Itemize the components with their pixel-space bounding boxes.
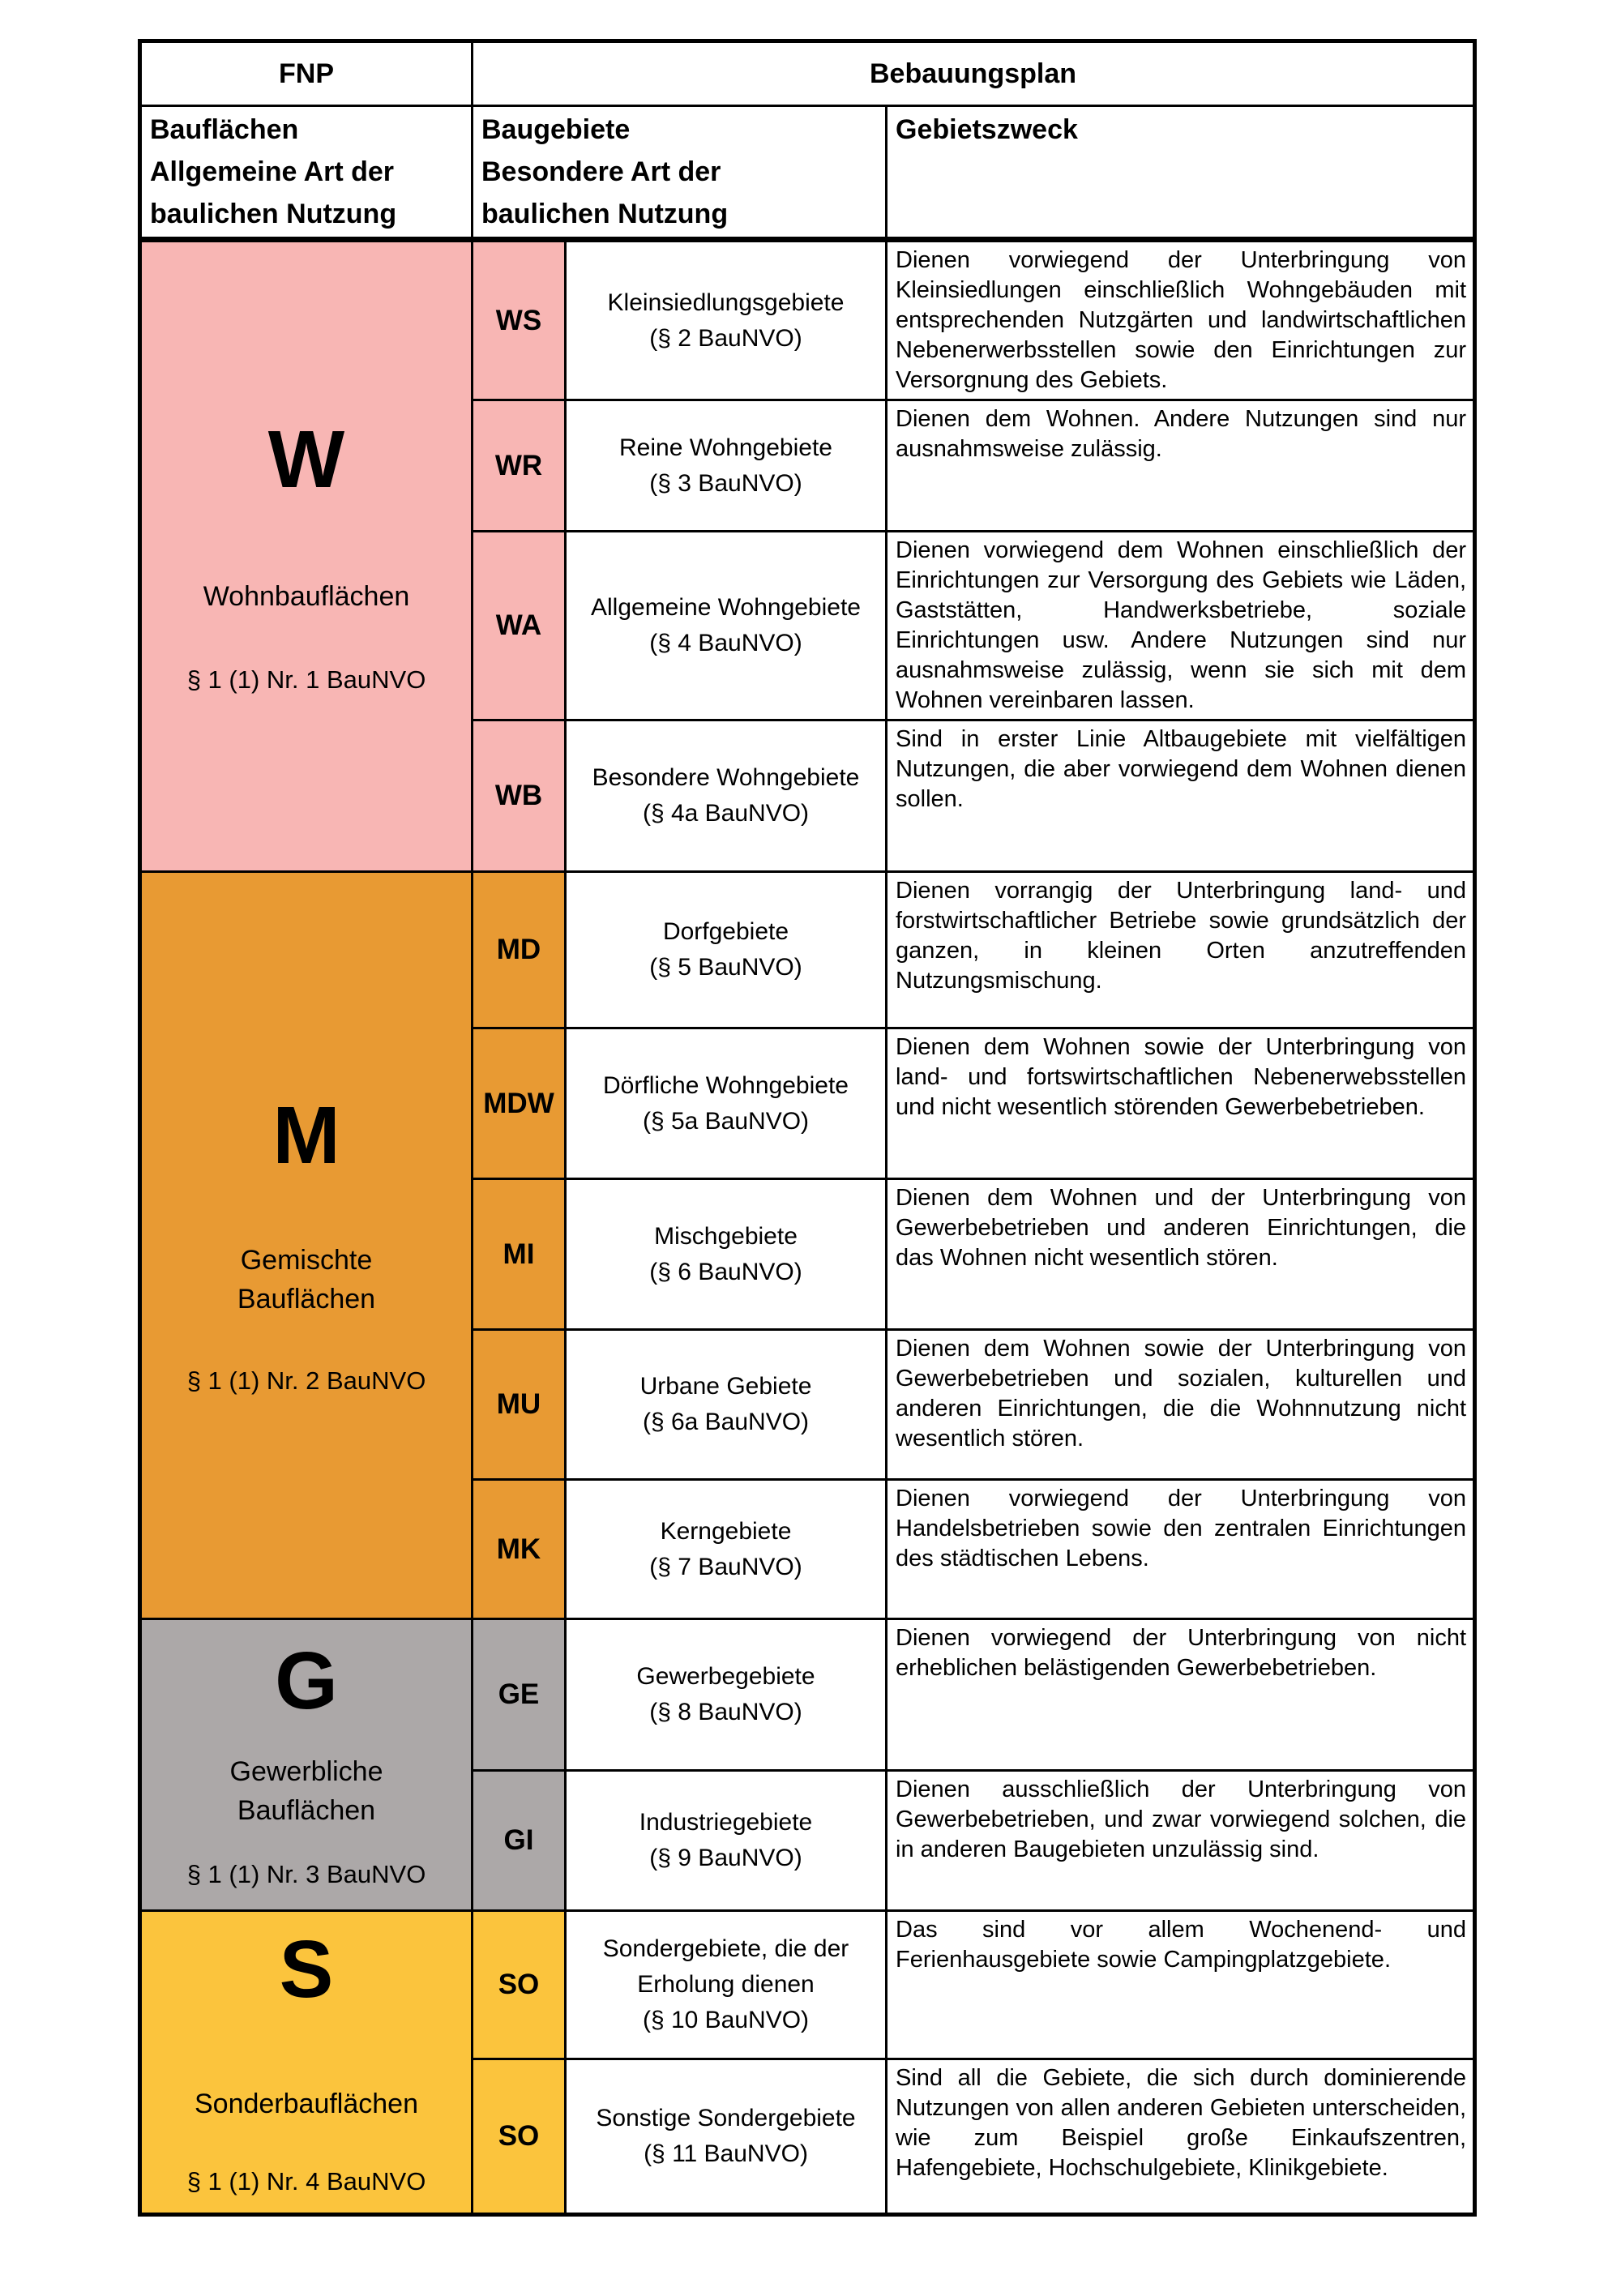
abbr-cell-so-erholung: SO <box>471 1909 567 2060</box>
name-cell-ge: Gewerbegebiete (§ 8 BauNVO) <box>564 1618 887 1772</box>
desc-cell-mi: Dienen dem Wohnen und der Unterbringung … <box>884 1178 1477 1331</box>
table-row-wa: WA Allgemeine Wohngebiete (§ 4 BauNVO) D… <box>140 530 1477 721</box>
group-cell-sonderbauflaechen: S Sonderbauflächen § 1 (1) Nr. 4 BauNVO <box>139 1909 473 2216</box>
table-row-md: M Gemischte Bauflächen § 1 (1) Nr. 2 Bau… <box>139 870 1477 1620</box>
name-cell-mu: Urbane Gebiete (§ 6a BauNVO) <box>564 1328 887 1481</box>
table-row-mu: MU Urbane Gebiete (§ 6a BauNVO) Dienen d… <box>140 1328 1477 1481</box>
abbr-cell-gi: GI <box>471 1769 567 1912</box>
table-row-so-sonstige: SO Sonstige Sondergebiete (§ 11 BauNVO) … <box>140 2058 1477 2216</box>
group-cell-wohnbauflaechen: W Wohnbauflächen § 1 (1) Nr. 1 BauNVO <box>139 238 473 873</box>
header-bauflaechen: Bauflächen Allgemeine Art der baulichen … <box>139 105 473 242</box>
group-name-g: Gewerbliche Bauflächen <box>229 1756 383 1827</box>
name-cell-so-sonstige: Sonstige Sondergebiete (§ 11 BauNVO) <box>564 2058 887 2216</box>
group-name-s: Sonderbauflächen <box>194 2088 418 2119</box>
group-m-content: M Gemischte Bauflächen § 1 (1) Nr. 2 Bau… <box>143 1090 470 1396</box>
name-cell-so-erholung: Sondergebiete, die der Erholung dienen (… <box>564 1909 887 2060</box>
zoning-categories-table: FNP Bebauungsplan Bauflächen Allgemeine … <box>138 39 1478 2217</box>
group-name-w: Wohnbauflächen <box>203 580 410 612</box>
desc-cell-wr: Dienen dem Wohnen. Andere Nutzungen sind… <box>884 399 1477 532</box>
desc-cell-wb: Sind in erster Linie Altbaugebiete mit v… <box>884 719 1477 873</box>
abbr-cell-wa: WA <box>471 530 567 721</box>
desc-cell-gi: Dienen ausschließlich der Unterbringung … <box>884 1769 1477 1912</box>
abbr-cell-md: MD <box>471 870 567 1029</box>
group-letter-w: W <box>267 413 345 505</box>
name-cell-ws: Kleinsiedlungsgebiete (§ 2 BauNVO) <box>564 238 887 401</box>
desc-cell-so-sonstige: Sind all die Gebiete, die sich durch dom… <box>884 2058 1477 2216</box>
group-s-content: S Sonderbauflächen § 1 (1) Nr. 4 BauNVO <box>143 1923 470 2196</box>
table-row-ge: G Gewerbliche Bauflächen § 1 (1) Nr. 3 B… <box>139 1618 1477 1912</box>
abbr-cell-mu: MU <box>471 1328 567 1481</box>
name-cell-wb: Besondere Wohngebiete (§ 4a BauNVO) <box>564 719 887 873</box>
group-ref-w: § 1 (1) Nr. 1 BauNVO <box>186 665 426 694</box>
desc-cell-so-erholung: Das sind vor allem Wochenend- und Ferien… <box>884 1909 1477 2060</box>
desc-cell-wa: Dienen vorwiegend dem Wohnen einschließl… <box>884 530 1477 721</box>
abbr-cell-mi: MI <box>471 1178 567 1331</box>
group-cell-gemischte-bauflaechen: M Gemischte Bauflächen § 1 (1) Nr. 2 Bau… <box>139 870 473 1620</box>
group-ref-g: § 1 (1) Nr. 3 BauNVO <box>186 1860 426 1889</box>
desc-cell-mk: Dienen vorwiegend der Unterbringung von … <box>884 1478 1477 1620</box>
header-baugebiete: Baugebiete Besondere Art der baulichen N… <box>471 105 887 242</box>
header-gebietszweck: Gebietszweck <box>884 105 1477 242</box>
header-row-plan-level: FNP Bebauungsplan <box>139 40 1477 107</box>
table-row-mk: MK Kerngebiete (§ 7 BauNVO) Dienen vorwi… <box>140 1478 1477 1620</box>
name-cell-wa: Allgemeine Wohngebiete (§ 4 BauNVO) <box>564 530 887 721</box>
table-row-wr: WR Reine Wohngebiete (§ 3 BauNVO) Dienen… <box>140 399 1477 532</box>
name-cell-gi: Industriegebiete (§ 9 BauNVO) <box>564 1769 887 1912</box>
abbr-cell-so-sonstige: SO <box>471 2058 567 2216</box>
group-name-m: Gemischte Bauflächen <box>237 1245 376 1315</box>
desc-cell-ws: Dienen vorwiegend der Unterbringung von … <box>884 238 1477 401</box>
group-w-content: W Wohnbauflächen § 1 (1) Nr. 1 BauNVO <box>143 413 470 694</box>
name-cell-mk: Kerngebiete (§ 7 BauNVO) <box>564 1478 887 1620</box>
abbr-cell-ws: WS <box>471 238 567 401</box>
table-row-ws: W Wohnbauflächen § 1 (1) Nr. 1 BauNVO WS… <box>139 238 1477 873</box>
abbr-cell-wb: WB <box>471 719 567 873</box>
table-row-wb: WB Besondere Wohngebiete (§ 4a BauNVO) S… <box>140 719 1477 873</box>
header-bebauungsplan: Bebauungsplan <box>470 40 1477 107</box>
name-cell-mi: Mischgebiete (§ 6 BauNVO) <box>564 1178 887 1331</box>
abbr-cell-ge: GE <box>471 1618 567 1772</box>
header-fnp: FNP <box>139 40 473 107</box>
desc-cell-mu: Dienen dem Wohnen sowie der Unterbringun… <box>884 1328 1477 1481</box>
name-cell-md: Dorfgebiete (§ 5 BauNVO) <box>564 870 887 1029</box>
abbr-cell-wr: WR <box>471 399 567 532</box>
desc-cell-md: Dienen vorrangig der Unterbringung land-… <box>884 870 1477 1029</box>
name-cell-wr: Reine Wohngebiete (§ 3 BauNVO) <box>564 399 887 532</box>
desc-cell-mdw: Dienen dem Wohnen sowie der Unterbringun… <box>884 1027 1477 1180</box>
table-row-mdw: MDW Dörfliche Wohngebiete (§ 5a BauNVO) … <box>140 1027 1477 1180</box>
group-letter-g: G <box>275 1635 338 1727</box>
table-row-mi: MI Mischgebiete (§ 6 BauNVO) Dienen dem … <box>140 1178 1477 1331</box>
table-row-so-erholung: S Sonderbauflächen § 1 (1) Nr. 4 BauNVO … <box>139 1909 1477 2216</box>
abbr-cell-mdw: MDW <box>471 1027 567 1180</box>
group-g-content: G Gewerbliche Bauflächen § 1 (1) Nr. 3 B… <box>143 1635 470 1889</box>
header-row-column-titles: Bauflächen Allgemeine Art der baulichen … <box>139 105 1477 242</box>
name-cell-mdw: Dörfliche Wohngebiete (§ 5a BauNVO) <box>564 1027 887 1180</box>
table-row-gi: GI Industriegebiete (§ 9 BauNVO) Dienen … <box>140 1769 1477 1912</box>
desc-cell-ge: Dienen vorwiegend der Unterbringung von … <box>884 1618 1477 1772</box>
group-ref-s: § 1 (1) Nr. 4 BauNVO <box>186 2166 426 2196</box>
group-letter-s: S <box>279 1923 334 2015</box>
abbr-cell-mk: MK <box>471 1478 567 1620</box>
group-letter-m: M <box>272 1090 340 1182</box>
group-ref-m: § 1 (1) Nr. 2 BauNVO <box>186 1366 426 1396</box>
group-cell-gewerbliche-bauflaechen: G Gewerbliche Bauflächen § 1 (1) Nr. 3 B… <box>139 1618 473 1912</box>
